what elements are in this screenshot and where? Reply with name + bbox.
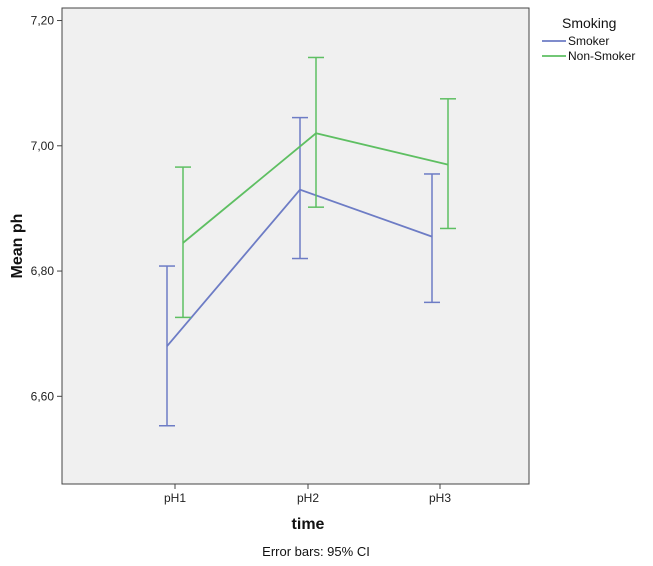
y-tick-label: 6,60	[31, 389, 55, 403]
x-tick-label: pH3	[429, 491, 451, 505]
series-layer	[159, 56, 456, 427]
y-tick-label: 7,20	[31, 14, 55, 28]
series-line	[166, 188, 433, 347]
x-axis-title: time	[292, 516, 325, 533]
y-tick-label: 7,00	[31, 139, 55, 153]
x-axis: pH1 pH2 pH3	[164, 484, 451, 505]
legend-label: Smoker	[568, 34, 609, 48]
series-smoker	[159, 116, 440, 427]
series-line	[182, 132, 449, 244]
legend-title: Smoking	[562, 15, 616, 31]
legend-label: Non-Smoker	[568, 49, 635, 63]
plot-area	[61, 7, 530, 485]
x-tick-label: pH2	[297, 491, 319, 505]
y-axis: 6,60 6,80 7,00 7,20	[31, 14, 62, 403]
y-tick-label: 6,80	[31, 264, 55, 278]
y-axis-title: Mean ph	[9, 214, 26, 279]
x-tick-label: pH1	[164, 491, 186, 505]
series-non-smoker	[175, 56, 456, 319]
error-bars-footnote: Error bars: 95% CI	[262, 544, 370, 559]
